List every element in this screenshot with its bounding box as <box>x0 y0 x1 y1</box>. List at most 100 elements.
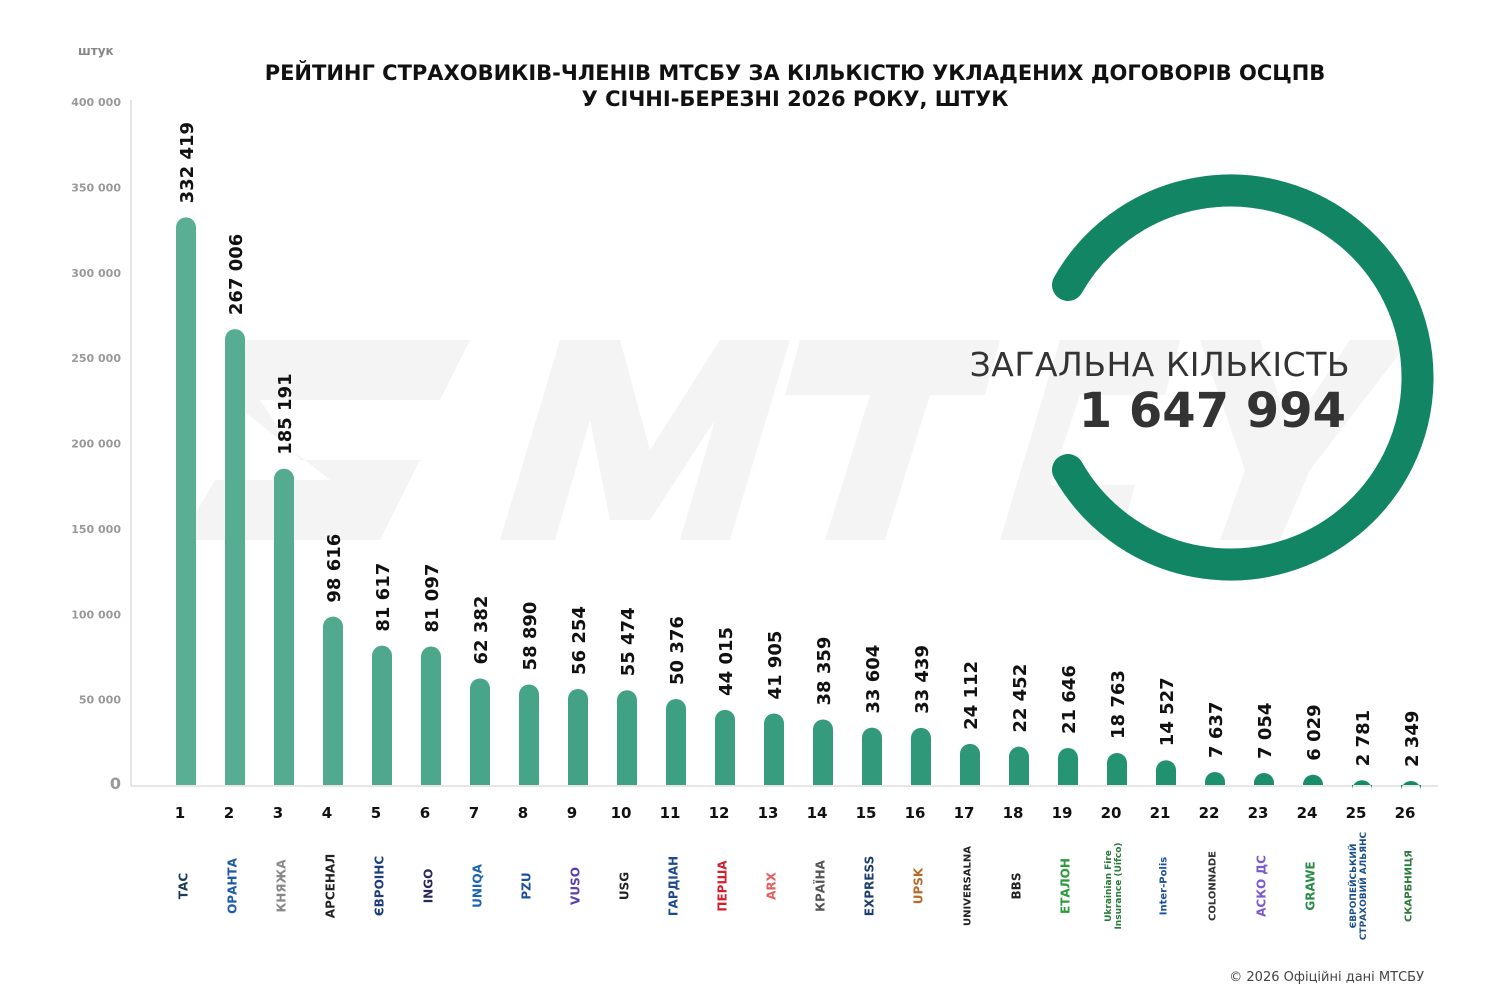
bar <box>1058 748 1078 785</box>
value-label: 56 254 <box>569 606 590 675</box>
bar <box>519 684 539 785</box>
bar <box>1107 752 1127 785</box>
company-logo: UNIVERSALNA <box>962 846 974 926</box>
company-logo: EXPRESS <box>862 855 877 917</box>
company-logo: ЄВРОПЕЙСЬКИЙ СТРАХОВИЙ АЛЬЯНС <box>1349 831 1369 941</box>
x-tick-label: 22 <box>1199 804 1220 822</box>
total-ring <box>1052 174 1434 581</box>
bar <box>1156 760 1176 785</box>
value-label: 62 382 <box>471 596 492 665</box>
company-logo: ПЕРША <box>715 860 730 912</box>
value-label: 6 029 <box>1304 704 1325 760</box>
value-label: 58 890 <box>520 602 541 671</box>
value-label: 2 349 <box>1402 711 1423 767</box>
x-tick-label: 15 <box>856 804 877 822</box>
value-label: 22 452 <box>1010 664 1031 733</box>
x-tick-label: 1 <box>175 804 185 822</box>
company-logo: GRAWE <box>1303 861 1318 911</box>
x-tick-label: 18 <box>1003 804 1024 822</box>
value-label: 332 419 <box>177 122 198 203</box>
bar <box>617 690 637 785</box>
y-axis-unit: штук <box>78 44 114 58</box>
value-label: 33 604 <box>863 645 884 714</box>
value-label: 98 616 <box>324 534 345 603</box>
bar <box>372 645 392 785</box>
x-tick-label: 23 <box>1248 804 1269 822</box>
x-tick-label: 5 <box>371 804 381 822</box>
x-tick-label: 2 <box>224 804 234 822</box>
x-tick-label: 9 <box>567 804 577 822</box>
x-tick-label: 11 <box>660 804 681 822</box>
footer-source: © 2026 Офіційні дані МТСБУ <box>1229 970 1424 985</box>
company-logo: Inter-Polis <box>1158 856 1170 916</box>
x-tick-label: 19 <box>1052 804 1073 822</box>
x-tick-label: 10 <box>611 804 632 822</box>
bar <box>225 329 245 785</box>
value-label: 44 015 <box>716 627 737 696</box>
bar <box>568 688 588 785</box>
company-logo: КРАЇНА <box>813 860 828 912</box>
company-logo: СКАРБНИЦЯ <box>1403 850 1415 922</box>
company-logo: ГАРДІАН <box>666 855 681 917</box>
bar <box>176 217 196 786</box>
y-tick-label: 400 000 <box>71 96 121 109</box>
bar <box>1009 746 1029 785</box>
value-label: 38 359 <box>814 637 835 706</box>
x-tick-label: 8 <box>518 804 528 822</box>
company-logo: АСКО ДС <box>1254 855 1269 917</box>
company-logo: КНЯЖА <box>274 859 289 913</box>
x-tick-label: 21 <box>1150 804 1171 822</box>
company-logo: ОРАНТА <box>225 858 240 914</box>
company-logo: PZU <box>519 872 534 900</box>
title-line-2: У СІЧНІ-БЕРЕЗНІ 2026 РОКУ, ШТУК <box>581 87 1009 111</box>
x-tick-label: 25 <box>1346 804 1367 822</box>
company-logo: АРСЕНАЛ <box>323 853 338 919</box>
x-tick-label: 7 <box>469 804 479 822</box>
bar <box>323 616 343 785</box>
value-label: 41 905 <box>765 631 786 700</box>
value-label: 21 646 <box>1059 665 1080 734</box>
value-label: 14 527 <box>1157 677 1178 746</box>
bar <box>862 727 882 785</box>
bar <box>911 727 931 785</box>
bar <box>470 678 490 785</box>
value-label: 50 376 <box>667 616 688 685</box>
value-label: 2 781 <box>1353 710 1374 766</box>
value-label: 7 637 <box>1206 702 1227 758</box>
company-logo: Ukrainian Fire Insurance (Uifco) <box>1104 842 1124 930</box>
bar <box>1401 780 1421 791</box>
bar <box>715 709 735 785</box>
company-logo: INGO <box>421 868 436 904</box>
y-tick-label: 100 000 <box>71 608 121 621</box>
company-logo: COLONNADE <box>1207 851 1219 921</box>
company-logo: UPSK <box>911 867 926 905</box>
value-label: 24 112 <box>961 661 982 730</box>
bar <box>813 719 833 785</box>
bar <box>764 713 784 785</box>
total-value: 1 647 994 <box>1078 383 1346 439</box>
watermark-logo <box>180 340 1410 540</box>
x-tick-label: 26 <box>1395 804 1416 822</box>
y-tick-label: 150 000 <box>71 523 121 536</box>
title-line-1: РЕЙТИНГ СТРАХОВИКІВ-ЧЛЕНІВ МТСБУ ЗА КІЛЬ… <box>264 61 1326 85</box>
bar <box>1303 774 1323 785</box>
x-tick-label: 17 <box>954 804 975 822</box>
bar <box>1254 772 1274 785</box>
value-label: 81 097 <box>422 564 443 633</box>
x-tick-label: 3 <box>273 804 283 822</box>
y-tick-label: 300 000 <box>71 267 121 280</box>
company-logo: ТАС <box>176 872 191 900</box>
bar <box>274 468 294 785</box>
x-tick-label: 24 <box>1297 804 1318 822</box>
value-label: 81 617 <box>373 563 394 632</box>
bar <box>1352 780 1372 791</box>
y-tick-label: 0 <box>110 774 121 793</box>
x-tick-label: 4 <box>322 804 332 822</box>
x-tick-label: 6 <box>420 804 430 822</box>
company-logo: USG <box>617 871 632 901</box>
bar <box>960 743 980 785</box>
x-tick-label: 12 <box>709 804 730 822</box>
y-tick-label: 200 000 <box>71 438 121 451</box>
